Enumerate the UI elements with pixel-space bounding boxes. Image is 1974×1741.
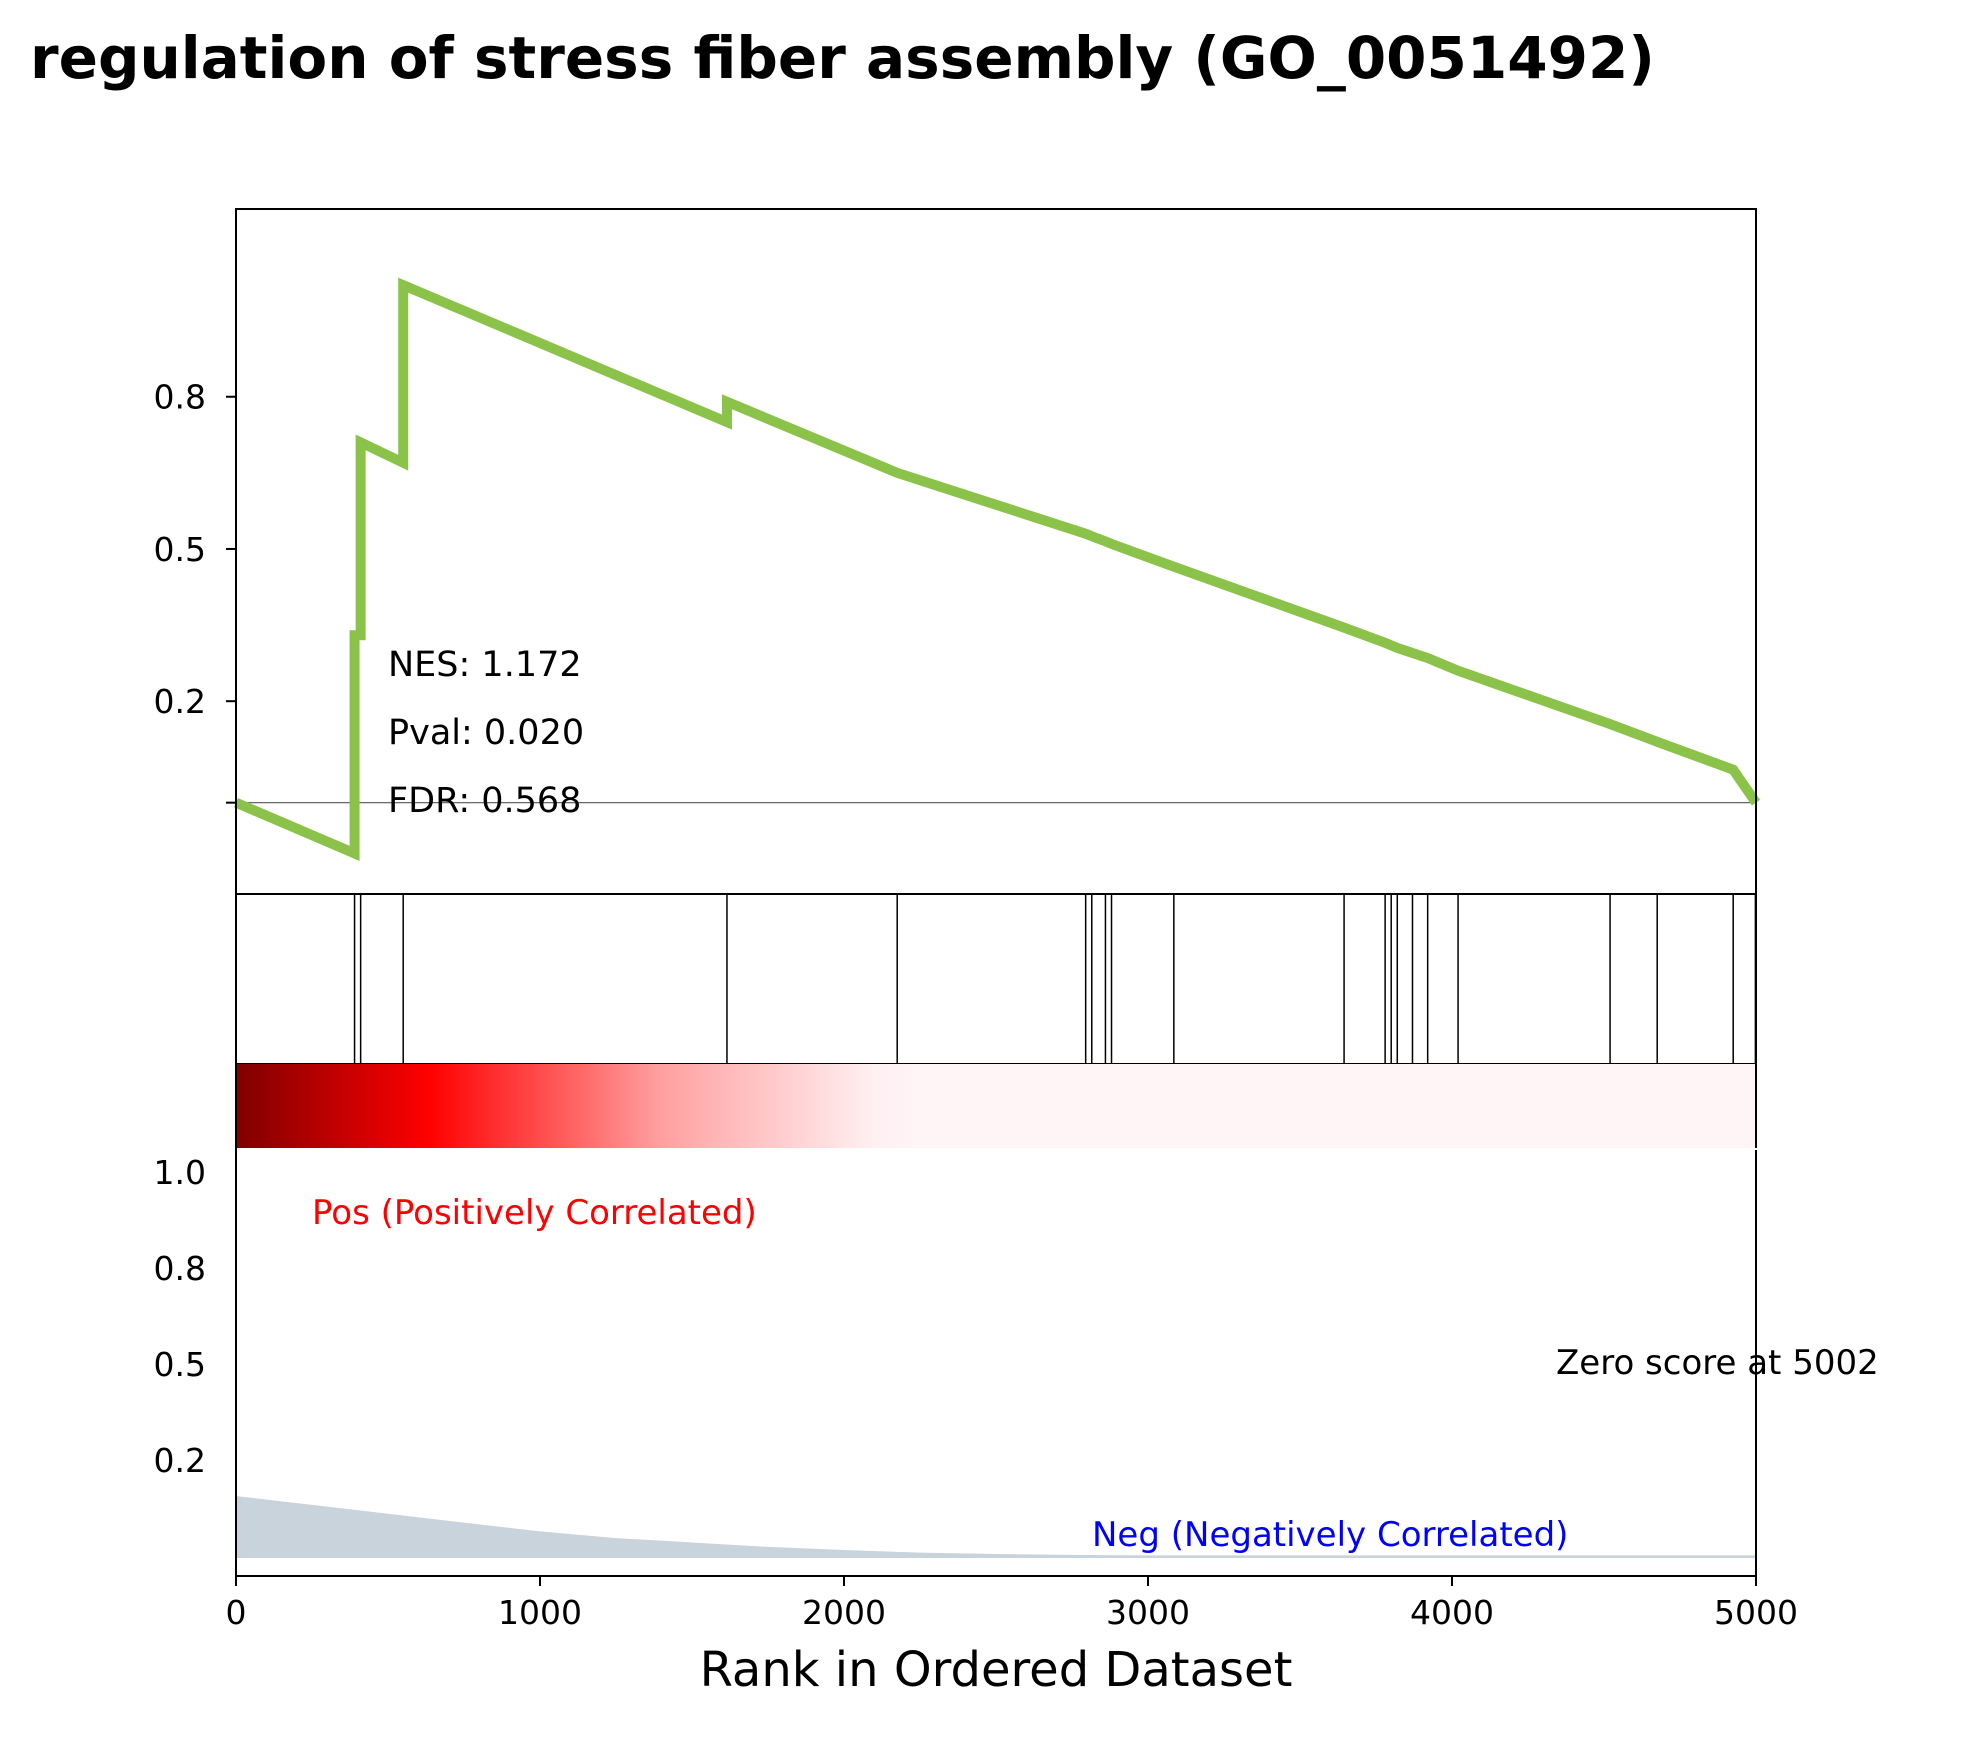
nes-label: NES: 1.172 (388, 645, 582, 685)
pval-label: Pval: 0.020 (388, 713, 584, 753)
x-tick-label: 1000 (498, 1593, 582, 1632)
x-tick-label: 0 (226, 1593, 247, 1632)
hits-frame (235, 893, 1757, 1065)
rank-metric-y-tick-label: 0.5 (154, 1345, 206, 1384)
chart-title: regulation of stress fiber assembly (GO_… (30, 24, 1655, 92)
x-axis: 0 1000 2000 3000 4000 5000 (226, 1576, 1798, 1632)
zero-score-label: Zero score at 5002 (1556, 1343, 1879, 1383)
enrichment-y-tick-label: 0.5 (154, 530, 206, 569)
hits-panel (235, 893, 1757, 1065)
rank-metric-y-ticks: 1.0 0.8 0.5 0.2 (154, 1153, 206, 1480)
rank-metric-area (236, 1496, 1756, 1558)
x-tick-label: 5000 (1714, 1593, 1798, 1632)
correlation-heat-bar (236, 1064, 1756, 1148)
negative-correlation-label: Neg (Negatively Correlated) (1092, 1515, 1568, 1555)
rank-metric-y-tick-label: 0.8 (154, 1249, 206, 1288)
x-tick-label: 3000 (1106, 1593, 1190, 1632)
enrichment-y-tick-label: 0.2 (154, 682, 206, 721)
enrichment-y-ticks: 0.8 0.5 0.2 (154, 378, 236, 804)
x-tick-label: 4000 (1410, 1593, 1494, 1632)
x-tick-label: 2000 (802, 1593, 886, 1632)
rank-metric-panel: 1.0 0.8 0.5 0.2 Pos (Positively Correlated)… (154, 1064, 1879, 1577)
x-axis-title: Rank in Ordered Dataset (700, 1642, 1293, 1698)
rank-metric-y-tick-label: 0.2 (154, 1441, 206, 1480)
enrichment-panel: 0.8 0.5 0.2 NES: 1.172 Pval: 0.020 FDR: 0.… (154, 208, 1761, 895)
hit-lines (353, 894, 1757, 1064)
rank-metric-y-tick-label: 1.0 (154, 1153, 206, 1192)
enrichment-score-line (234, 277, 1761, 861)
fdr-label: FDR: 0.568 (388, 781, 581, 821)
enrichment-y-tick-label: 0.8 (154, 378, 206, 417)
positive-correlation-label: Pos (Positively Correlated) (312, 1193, 757, 1233)
